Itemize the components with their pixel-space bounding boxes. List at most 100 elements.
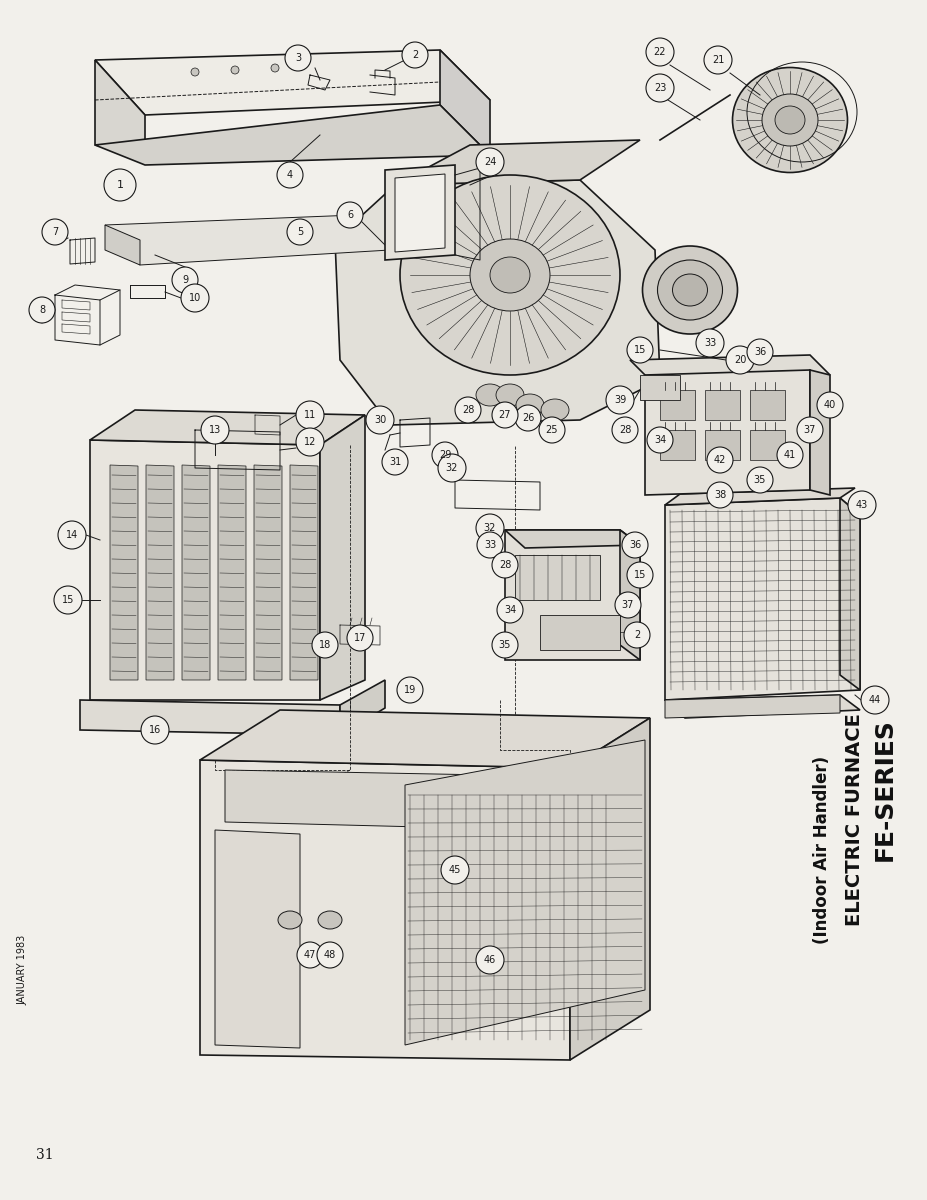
Polygon shape (640, 374, 680, 400)
Text: 17: 17 (354, 634, 366, 643)
Polygon shape (200, 760, 570, 1060)
Circle shape (707, 482, 733, 508)
Polygon shape (95, 50, 490, 115)
Circle shape (191, 68, 199, 76)
Circle shape (54, 586, 82, 614)
Text: 47: 47 (304, 950, 316, 960)
Polygon shape (660, 390, 695, 420)
Ellipse shape (541, 398, 569, 421)
Circle shape (296, 428, 324, 456)
Polygon shape (705, 430, 740, 460)
Text: 43: 43 (856, 500, 868, 510)
Circle shape (707, 446, 733, 473)
Text: 30: 30 (374, 415, 387, 425)
Text: 37: 37 (804, 425, 816, 434)
Text: 29: 29 (438, 450, 451, 460)
Circle shape (612, 416, 638, 443)
Circle shape (797, 416, 823, 443)
Polygon shape (90, 440, 320, 700)
Circle shape (492, 632, 518, 658)
Polygon shape (215, 830, 300, 1048)
Polygon shape (320, 415, 365, 700)
Text: 36: 36 (754, 347, 766, 358)
Text: 24: 24 (484, 157, 496, 167)
Circle shape (476, 514, 504, 542)
Circle shape (432, 442, 458, 468)
Polygon shape (90, 410, 365, 445)
Circle shape (397, 677, 423, 703)
Text: 21: 21 (712, 55, 724, 65)
Polygon shape (105, 215, 390, 265)
Circle shape (382, 449, 408, 475)
Circle shape (696, 329, 724, 358)
Ellipse shape (672, 274, 707, 306)
Text: 15: 15 (634, 570, 646, 580)
Ellipse shape (476, 384, 504, 406)
Circle shape (747, 467, 773, 493)
Text: 35: 35 (754, 475, 767, 485)
Text: 1: 1 (117, 180, 123, 190)
Text: 31: 31 (36, 1148, 54, 1162)
Circle shape (285, 44, 311, 71)
Circle shape (476, 148, 504, 176)
Polygon shape (665, 695, 840, 718)
Text: 28: 28 (499, 560, 511, 570)
Text: (Indoor Air Handler): (Indoor Air Handler) (813, 756, 831, 944)
Polygon shape (335, 180, 660, 425)
Text: 46: 46 (484, 955, 496, 965)
Polygon shape (840, 498, 860, 690)
Circle shape (317, 942, 343, 968)
Circle shape (312, 632, 338, 658)
Circle shape (296, 401, 324, 428)
Polygon shape (630, 355, 830, 380)
Text: 2: 2 (634, 630, 641, 640)
Text: 10: 10 (189, 293, 201, 302)
Circle shape (337, 202, 363, 228)
Text: 4: 4 (287, 170, 293, 180)
Circle shape (172, 266, 198, 293)
Ellipse shape (775, 106, 805, 134)
Text: 39: 39 (614, 395, 626, 404)
Circle shape (181, 284, 209, 312)
Circle shape (492, 402, 518, 428)
Circle shape (515, 404, 541, 431)
Polygon shape (750, 390, 785, 420)
Circle shape (726, 346, 754, 374)
Text: 12: 12 (304, 437, 316, 446)
Text: 25: 25 (546, 425, 558, 434)
Circle shape (606, 386, 634, 414)
Text: 19: 19 (404, 685, 416, 695)
Circle shape (627, 562, 653, 588)
Polygon shape (254, 464, 282, 680)
Polygon shape (395, 140, 640, 185)
Polygon shape (660, 430, 695, 460)
Polygon shape (225, 770, 540, 830)
Polygon shape (146, 464, 174, 680)
Polygon shape (290, 464, 318, 680)
Text: 32: 32 (446, 463, 458, 473)
Polygon shape (620, 530, 640, 660)
Text: 34: 34 (654, 434, 667, 445)
Polygon shape (80, 700, 340, 734)
Text: 14: 14 (66, 530, 78, 540)
Polygon shape (200, 710, 650, 768)
Text: ELECTRIC FURNACE: ELECTRIC FURNACE (845, 714, 865, 926)
Circle shape (646, 38, 674, 66)
Polygon shape (105, 226, 140, 265)
Circle shape (231, 66, 239, 74)
Polygon shape (395, 174, 445, 252)
Text: 45: 45 (449, 865, 462, 875)
Circle shape (497, 596, 523, 623)
Polygon shape (95, 60, 145, 155)
Circle shape (104, 169, 136, 200)
Text: 42: 42 (714, 455, 726, 464)
Polygon shape (665, 488, 855, 505)
Circle shape (42, 218, 68, 245)
Circle shape (271, 64, 279, 72)
Text: 32: 32 (484, 523, 496, 533)
Text: 2: 2 (412, 50, 418, 60)
Polygon shape (95, 104, 490, 164)
Text: 40: 40 (824, 400, 836, 410)
Circle shape (29, 296, 55, 323)
Circle shape (777, 442, 803, 468)
